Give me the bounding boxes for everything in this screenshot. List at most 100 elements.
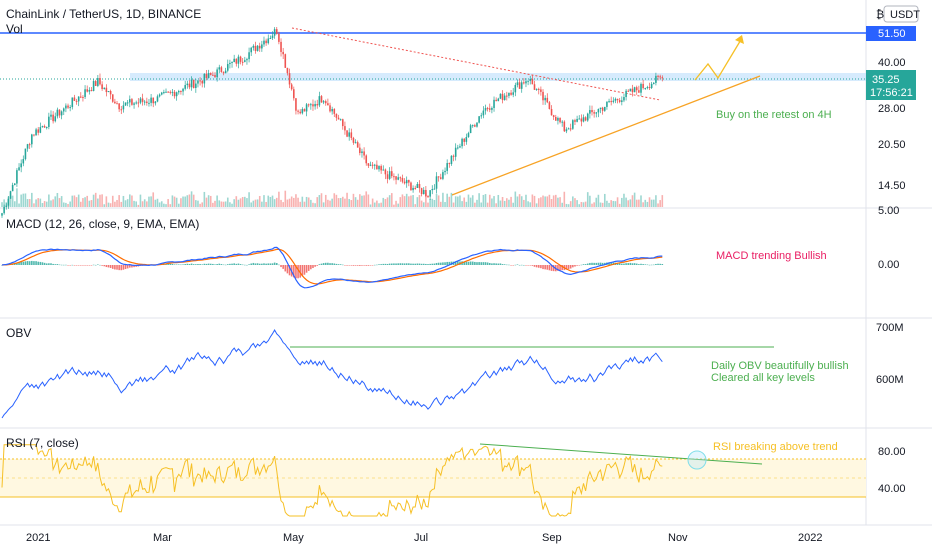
currency-button[interactable]: ₿ USDT: [876, 5, 920, 23]
volume-bar: [195, 200, 197, 207]
candle-body: [192, 79, 195, 89]
candle-body: [293, 89, 295, 99]
candle-body: [275, 29, 278, 34]
candle-body: [348, 132, 350, 137]
macd-histogram-bar: [616, 262, 619, 265]
currency-label[interactable]: USDT: [890, 9, 920, 21]
volume-bar: [331, 198, 333, 207]
volume-bar: [363, 195, 365, 207]
volume-bar: [448, 196, 451, 207]
macd-histogram-bar: [82, 265, 84, 266]
candle-body: [450, 155, 453, 164]
macd-histogram-bar: [525, 265, 527, 266]
macd-histogram-bar: [267, 263, 270, 265]
volume-bar: [35, 199, 37, 207]
volume-bar: [160, 201, 163, 207]
candle-body: [397, 177, 399, 180]
volume-bar: [135, 201, 137, 207]
candle-body: [427, 195, 429, 197]
macd-histogram-bar: [71, 264, 74, 266]
candle-body: [457, 147, 459, 149]
candle-body: [373, 164, 376, 166]
volume-bar: [529, 202, 532, 207]
macd-histogram-bar: [203, 263, 206, 265]
volume-bar: [412, 195, 414, 207]
volume-bar: [9, 196, 12, 207]
volume-bar: [216, 195, 218, 207]
candle-body: [512, 92, 514, 95]
candle-body: [84, 89, 86, 98]
volume-bar: [62, 202, 65, 207]
macd-histogram-bar: [131, 265, 133, 268]
volume-bar: [410, 195, 412, 207]
macd-histogram-bar: [201, 264, 204, 265]
macd-histogram-bar: [192, 264, 195, 265]
descending-trendline[interactable]: [291, 27, 661, 101]
volume-bar: [520, 196, 523, 207]
volume-bar: [197, 200, 199, 207]
macd-histogram-bar: [572, 265, 574, 268]
candle-body: [182, 88, 184, 92]
candle-body: [16, 170, 18, 184]
volume-bar: [75, 197, 78, 207]
volume-bar: [237, 199, 240, 207]
volume-bar: [552, 195, 555, 207]
macd-histogram-bar: [239, 264, 242, 265]
macd-histogram-bar: [77, 265, 80, 266]
macd-histogram-bar: [352, 265, 355, 266]
volume-bar: [444, 202, 446, 207]
volume-bar: [169, 204, 172, 207]
volume-bar: [139, 194, 142, 207]
candle-body: [399, 177, 402, 179]
symbol-title[interactable]: ChainLink / TetherUS, 1D, BINANCE: [6, 7, 201, 21]
macd-histogram-bar: [527, 265, 529, 266]
time-label: May: [283, 532, 304, 544]
rsi-title[interactable]: RSI (7, close): [6, 436, 79, 450]
macd-histogram-bar: [261, 263, 263, 265]
rsi-tick: 40.00: [878, 483, 906, 495]
macd-histogram-bar: [229, 263, 231, 265]
candle-body: [471, 125, 474, 127]
candle-body: [250, 47, 253, 53]
resistance-tag: [866, 26, 916, 41]
candle-body: [201, 80, 204, 84]
candle-body: [363, 151, 365, 156]
candle-body: [67, 105, 69, 108]
candle-body: [301, 109, 304, 114]
macd-histogram-bar: [484, 262, 487, 265]
volume-bar: [661, 195, 664, 207]
candle-body: [122, 105, 125, 110]
macd-histogram-bar: [655, 263, 657, 265]
obv-title[interactable]: OBV: [6, 326, 31, 340]
candle-body: [273, 29, 276, 36]
macd-histogram-bar: [601, 262, 604, 265]
candle-body: [523, 82, 525, 84]
volume-bar: [414, 204, 417, 207]
volume-bar: [433, 200, 436, 207]
volume-bar: [393, 204, 395, 207]
volume-bar: [11, 195, 14, 207]
ascending-trendline[interactable]: [451, 75, 761, 196]
rsi-trendline[interactable]: [479, 443, 763, 465]
macd-histogram-bar: [299, 265, 301, 278]
volume-bar: [635, 199, 638, 207]
macd-histogram-bar: [439, 262, 442, 265]
macd-histogram-bar: [348, 265, 350, 266]
macd-histogram-bar: [593, 262, 595, 265]
volume-bar: [94, 192, 97, 207]
resistance-zone[interactable]: [130, 73, 866, 81]
candle-body: [595, 112, 598, 114]
macd-title[interactable]: MACD (12, 26, close, 9, EMA, EMA): [6, 217, 199, 231]
volume-bar: [459, 195, 461, 207]
candle-body: [7, 198, 10, 206]
candle-body: [569, 128, 572, 130]
candle-body: [542, 91, 544, 101]
candle-body: [43, 126, 46, 128]
macd-histogram-bar: [627, 263, 630, 265]
volume-bar: [52, 199, 54, 207]
currency-box[interactable]: [883, 5, 919, 23]
time-label: Nov: [668, 532, 688, 544]
macd-histogram-bar: [531, 265, 534, 266]
volume-bar: [146, 201, 148, 207]
